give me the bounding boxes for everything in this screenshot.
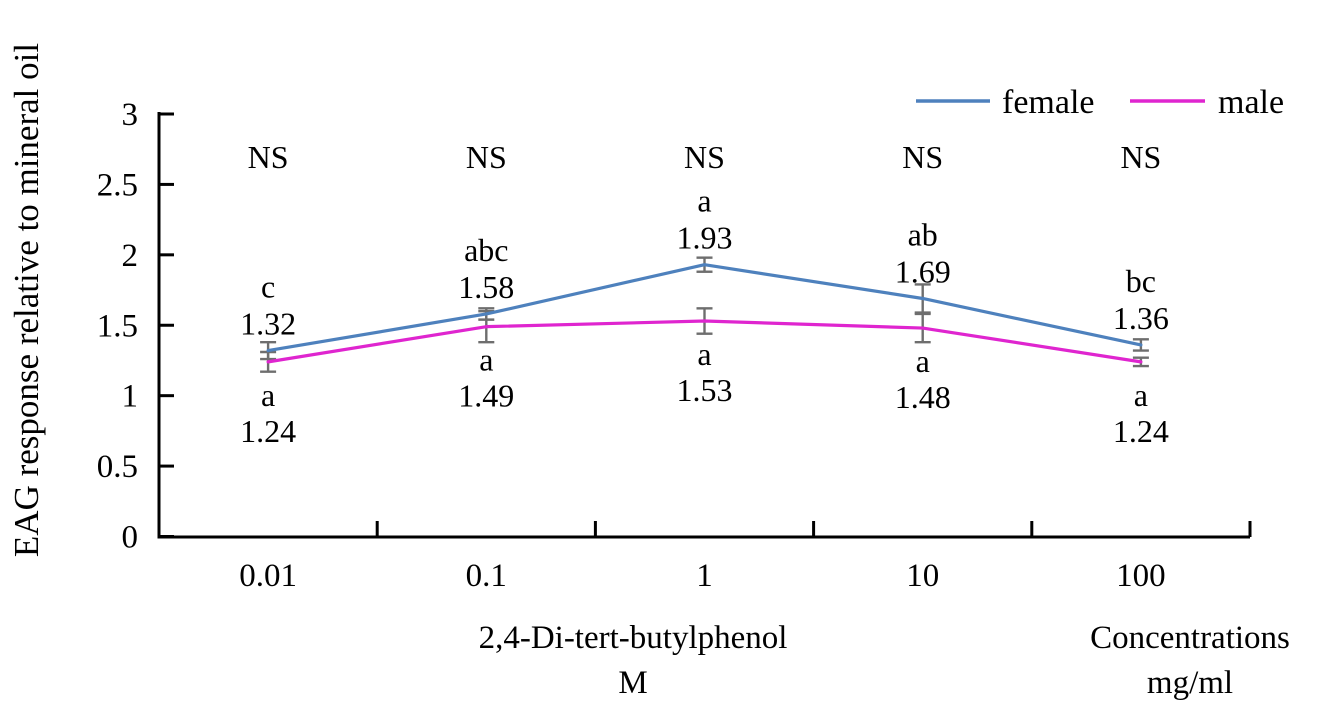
value-label-male: 1.53 [677,372,733,408]
value-label-female: 1.58 [458,269,514,305]
letter-label-male: a [916,343,930,379]
y-tick-label: 0 [122,520,139,556]
x-axis-caption-line1: Concentrations [1090,620,1290,656]
ns-label: NS [1120,139,1161,175]
letter-label-female: abc [464,232,508,268]
y-tick-label: 1.5 [97,308,138,344]
value-label-female: 1.36 [1113,300,1169,336]
y-tick-label: 0.5 [97,449,138,485]
x-tick-label: 10 [906,558,939,594]
value-label-female: 1.93 [677,220,733,256]
letter-label-female: bc [1126,263,1156,299]
letter-label-male: a [261,377,275,413]
female-line [266,263,1143,353]
x-tick-label: 0.01 [239,558,297,594]
ns-label: NS [902,139,943,175]
y-tick-label: 3 [122,97,139,133]
male-line [266,319,1143,364]
y-tick-label: 1 [122,379,139,415]
letter-label-male: a [1134,377,1148,413]
x-axis-caption-line1: 2,4-Di-tert-butylphenol [479,620,788,656]
x-tick-label: 1 [696,558,713,594]
y-axis-title: EAG response relative to mineral oil [7,43,46,557]
letter-label-female: c [261,269,275,305]
letter-label-male: a [479,342,493,378]
letter-label-female: ab [908,216,938,252]
y-tick-label: 2 [122,238,139,274]
x-axis-caption-line2: M [618,665,647,701]
x-axis-caption-line2: mg/ml [1147,665,1233,701]
ns-label: NS [684,139,725,175]
letter-label-male: a [697,336,711,372]
letter-label-female: a [697,183,711,219]
value-label-male: 1.48 [895,379,951,415]
x-tick-label: 0.1 [466,558,507,594]
value-label-male: 1.49 [458,378,514,414]
ns-label: NS [248,139,289,175]
value-label-male: 1.24 [240,413,296,449]
y-tick-label: 2.5 [97,167,138,203]
x-tick-label: 100 [1116,558,1166,594]
legend-label-male: male [1218,84,1284,121]
value-label-female: 1.32 [240,306,296,342]
legend-label-female: female [1002,84,1095,121]
value-label-female: 1.69 [895,253,951,289]
value-label-male: 1.24 [1113,413,1169,449]
ns-label: NS [466,139,507,175]
